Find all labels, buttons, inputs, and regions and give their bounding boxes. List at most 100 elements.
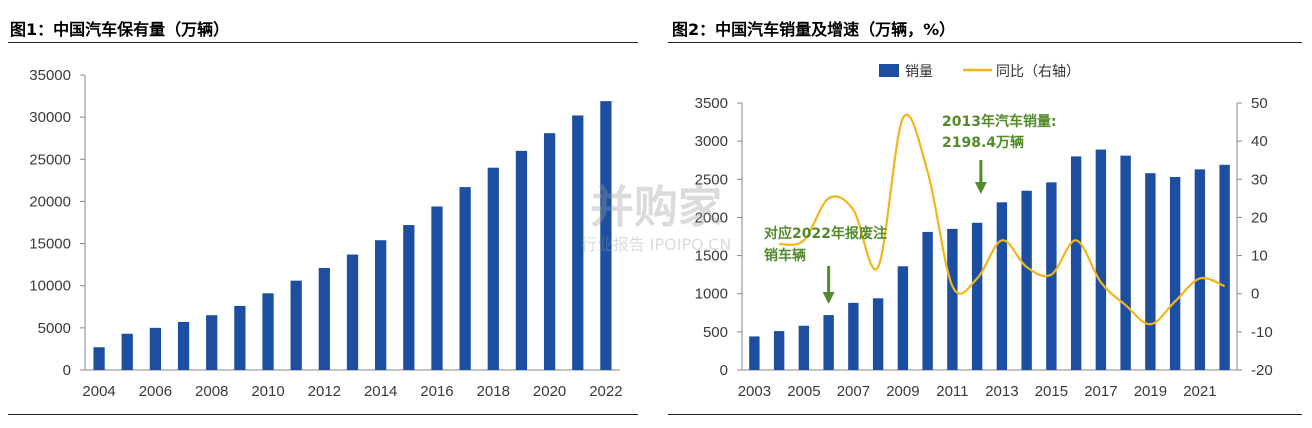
legend-bar-label: 销量 xyxy=(905,64,933,80)
right-y-tick-label: 0 xyxy=(1251,286,1259,303)
y-tick-label: 15000 xyxy=(29,236,71,253)
legend-bar-swatch xyxy=(879,64,899,77)
right-y-tick-label: 50 xyxy=(1251,95,1268,112)
left-y-tick-label: 3500 xyxy=(695,95,728,112)
bar-2003 xyxy=(749,336,760,370)
bar-2016 xyxy=(431,206,443,370)
bar-2009 xyxy=(897,266,909,370)
y-tick-label: 35000 xyxy=(29,67,71,84)
y-tick-label: 25000 xyxy=(29,151,71,168)
bar-2005 xyxy=(798,325,810,370)
left-y-tick-label: 500 xyxy=(703,324,728,341)
annotation-2022-arrow-head xyxy=(822,292,835,304)
bar-2008 xyxy=(872,298,884,370)
x-tick-label: 2005 xyxy=(787,383,820,400)
figure-1-bottom-rule xyxy=(8,414,638,415)
bar-2014 xyxy=(375,240,387,370)
x-tick-label: 2008 xyxy=(195,383,228,400)
bar-2007 xyxy=(177,321,190,370)
bar-2018 xyxy=(1120,155,1131,370)
bar-2014 xyxy=(1021,190,1032,370)
bar-2020 xyxy=(543,133,556,370)
bar-2008 xyxy=(206,315,218,370)
bar-2019 xyxy=(1145,173,1156,370)
bar-2020 xyxy=(1169,176,1181,370)
figure-1-bar-chart: 0 5000 10000 15000 20000 25000 30000 35000 2004 2… xyxy=(29,67,622,400)
x-tick-label: 2003 xyxy=(738,383,771,400)
left-y-tick-label: 2500 xyxy=(695,171,728,188)
figure-2-title: 图2：中国汽车销量及增速（万辆，%） xyxy=(672,20,956,39)
left-y-tick-label: 1500 xyxy=(695,248,728,265)
bar-2011 xyxy=(947,228,958,370)
bar-2006 xyxy=(823,315,834,370)
x-tick-label: 2011 xyxy=(936,383,968,400)
y-tick-label: 0 xyxy=(63,362,71,379)
bar-2013 xyxy=(346,254,359,370)
bar-2012 xyxy=(971,222,983,370)
bar-2022 xyxy=(1219,164,1230,370)
figure-2-top-rule xyxy=(668,42,1302,43)
bar-2017 xyxy=(1095,149,1107,370)
left-y-tick-label: 1000 xyxy=(695,286,728,303)
bar-2006 xyxy=(149,327,162,370)
bar-2019 xyxy=(515,150,528,370)
annotation-2013-line2: 2198.4万辆 xyxy=(942,134,1024,151)
x-tick-label: 2020 xyxy=(533,383,566,400)
bar-2021 xyxy=(1194,169,1206,370)
figure-1-panel: 图1：中国汽车保有量（万辆） 0 5000 10000 15000 20000 25000… xyxy=(0,0,650,428)
x-tick-label: 2021 xyxy=(1183,383,1216,400)
x-tick-label: 2012 xyxy=(308,383,341,400)
figure-1-top-rule xyxy=(8,42,638,43)
y-tick-label: 10000 xyxy=(29,278,71,295)
x-tick-label: 2006 xyxy=(139,383,172,400)
left-y-tick-label: 3000 xyxy=(695,133,728,150)
x-tick-label: 2007 xyxy=(837,383,870,400)
right-y-tick-label: 40 xyxy=(1251,133,1268,150)
right-y-tick-label: -20 xyxy=(1251,362,1273,379)
right-y-tick-label: 30 xyxy=(1251,171,1268,188)
x-tick-label: 2014 xyxy=(364,383,397,400)
figure-2-panel: 图2：中国汽车销量及增速（万辆，%） 销量 同比（右轴） 0 500 1000 1500 2… xyxy=(662,0,1312,428)
x-tick-label: 2015 xyxy=(1035,383,1068,400)
bar-2011 xyxy=(290,280,302,370)
legend-line-label: 同比（右轴） xyxy=(996,64,1080,80)
bar-2016 xyxy=(1070,156,1082,370)
right-y-tick-label: -10 xyxy=(1251,324,1273,341)
annotation-2022-line1: 对应2022年报废注 xyxy=(764,225,887,242)
bar-2010 xyxy=(262,293,274,370)
x-tick-label: 2010 xyxy=(251,383,284,400)
bar-2022 xyxy=(600,101,612,370)
figure-2-combo-chart: 销量 同比（右轴）0500100015002000250030003500-20-… xyxy=(695,64,1273,400)
x-tick-label: 2009 xyxy=(886,383,919,400)
bar-2010 xyxy=(922,231,933,370)
y-tick-label: 5000 xyxy=(38,320,71,337)
bar-2009 xyxy=(234,305,246,370)
x-tick-label: 2019 xyxy=(1134,383,1167,400)
x-tick-label: 2013 xyxy=(985,383,1018,400)
annotation-2013-arrow-head xyxy=(974,182,987,194)
bar-2005 xyxy=(121,333,133,370)
figure-1-title: 图1：中国汽车保有量（万辆） xyxy=(10,20,230,39)
bar-2015 xyxy=(403,225,415,370)
bar-2007 xyxy=(848,302,859,370)
bar-2013 xyxy=(996,202,1008,370)
x-tick-label: 2022 xyxy=(589,383,622,400)
left-y-tick-label: 2000 xyxy=(695,209,728,226)
bar-2015 xyxy=(1046,182,1057,370)
right-y-tick-label: 10 xyxy=(1251,248,1268,265)
x-tick-label: 2004 xyxy=(82,383,115,400)
y-tick-label: 20000 xyxy=(29,193,71,210)
bar-2021 xyxy=(572,115,584,370)
annotation-2013-line1: 2013年汽车销量: xyxy=(942,113,1057,130)
x-tick-label: 2016 xyxy=(420,383,453,400)
x-tick-label: 2018 xyxy=(477,383,510,400)
bar-2004 xyxy=(93,347,105,370)
left-y-tick-label: 0 xyxy=(720,362,728,379)
y-tick-label: 30000 xyxy=(29,109,71,126)
bar-2017 xyxy=(459,187,471,370)
bar-2012 xyxy=(318,268,330,370)
bar-2018 xyxy=(487,167,499,370)
right-y-tick-label: 20 xyxy=(1251,209,1268,226)
x-tick-label: 2017 xyxy=(1084,383,1117,400)
figure-2-bottom-rule xyxy=(668,414,1302,415)
